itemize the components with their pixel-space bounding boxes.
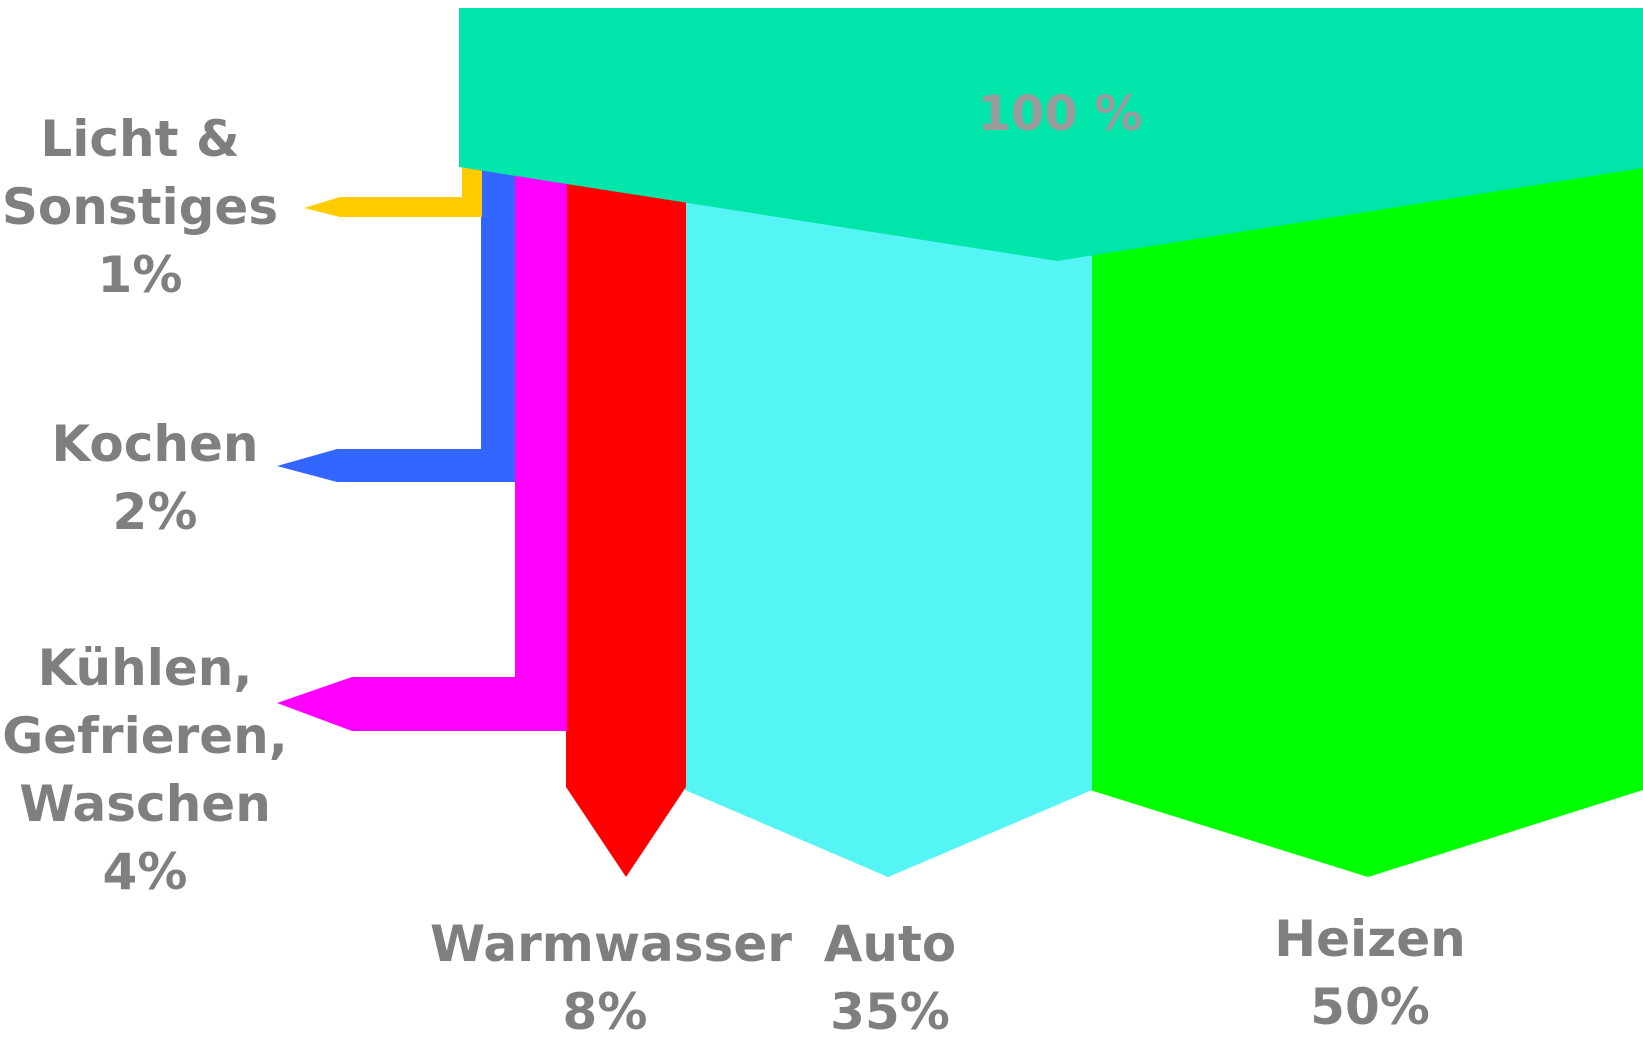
- flow-licht: [304, 160, 482, 217]
- label-warmwasser-value: 8%: [562, 983, 648, 1041]
- label-kochen-line-1: Kochen: [51, 415, 259, 473]
- label-kuehlen-value: 4%: [102, 843, 188, 901]
- label-kuehlen: Kühlen, Gefrieren, Waschen 4%: [0, 634, 290, 906]
- label-kochen: Kochen 2%: [20, 410, 290, 546]
- label-licht-value: 1%: [97, 246, 183, 304]
- flow-heizen: [1090, 140, 1643, 877]
- flow-auto: [685, 150, 1092, 877]
- label-heizen-line-1: Heizen: [1274, 910, 1466, 968]
- source-band: [459, 8, 1643, 261]
- label-licht-line-1: Licht &: [40, 110, 240, 168]
- flow-kochen: [277, 160, 515, 482]
- label-kuehlen-line-2: Gefrieren,: [2, 707, 288, 765]
- label-auto: Auto 35%: [790, 910, 990, 1046]
- total-label: 100 %: [977, 86, 1143, 142]
- label-heizen-value: 50%: [1310, 978, 1430, 1036]
- label-heizen: Heizen 50%: [1240, 905, 1500, 1041]
- label-kuehlen-line-1: Kühlen,: [37, 639, 253, 697]
- label-kochen-value: 2%: [112, 483, 198, 541]
- label-auto-value: 35%: [830, 983, 950, 1041]
- flow-warmwasser: [566, 155, 686, 877]
- label-kuehlen-line-3: Waschen: [19, 775, 271, 833]
- label-licht-line-2: Sonstiges: [1, 178, 279, 236]
- label-licht: Licht & Sonstiges 1%: [0, 105, 280, 309]
- label-warmwasser-line-1: Warmwasser: [430, 915, 792, 973]
- label-warmwasser: Warmwasser 8%: [430, 910, 792, 1046]
- label-auto-line-1: Auto: [823, 915, 957, 973]
- flow-kuehlen: [277, 160, 567, 731]
